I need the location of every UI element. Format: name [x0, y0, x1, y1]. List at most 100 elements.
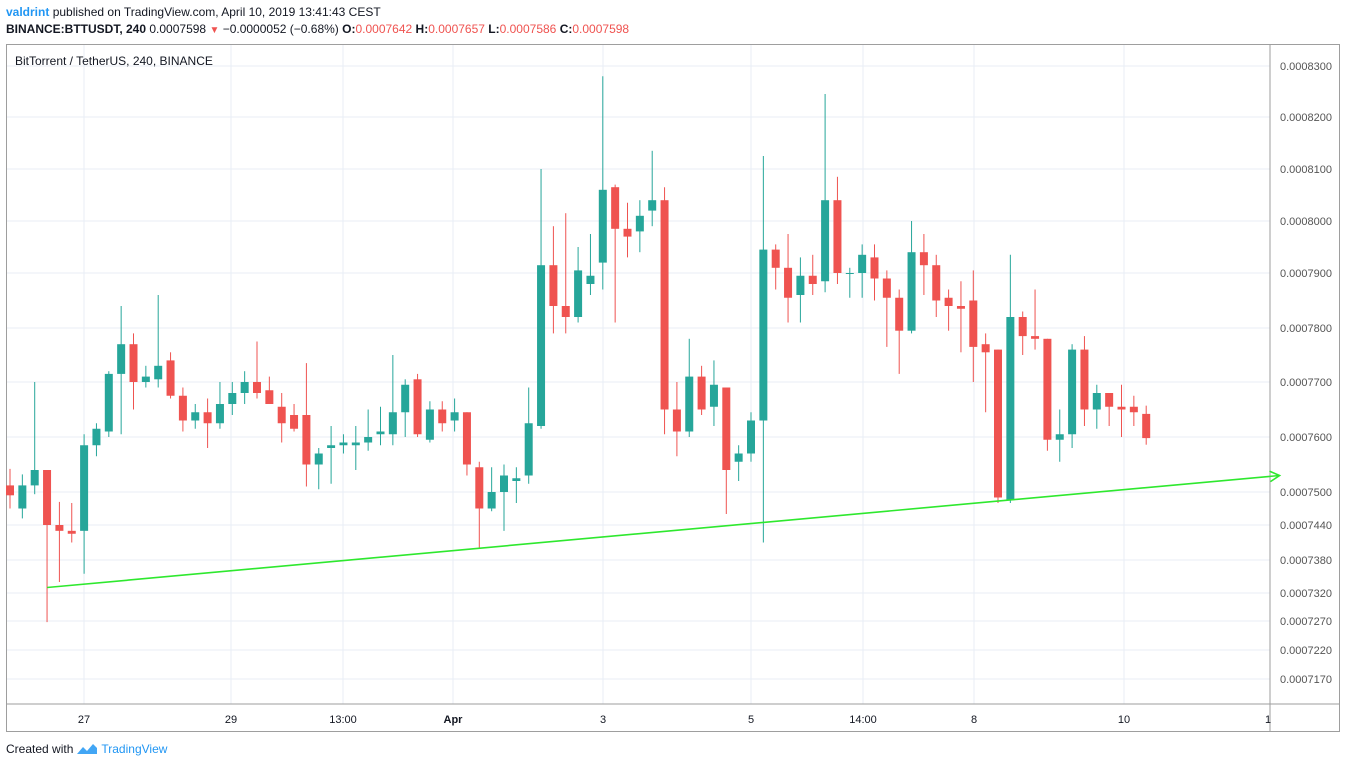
candle-body: [858, 254, 867, 273]
candle-body: [6, 485, 14, 496]
price-tick-label: 0.0007220: [1280, 645, 1332, 657]
candle-body: [450, 412, 459, 421]
low-value: 0.0007586: [499, 22, 557, 36]
candle-body: [18, 485, 27, 509]
ohlc-header: BINANCE:BTTUSDT, 240 0.0007598 ▼ −0.0000…: [6, 22, 629, 36]
chart-frame[interactable]: [6, 44, 1340, 732]
candle: [104, 371, 113, 437]
candle-body: [117, 344, 126, 374]
candle: [919, 234, 928, 295]
candle-body: [1092, 393, 1101, 410]
candle: [166, 352, 175, 399]
candle-body: [1031, 336, 1040, 339]
candle: [1129, 395, 1138, 426]
footer: Created with TradingView: [6, 742, 167, 756]
candle-body: [956, 306, 965, 309]
low-label: L:: [488, 22, 500, 36]
candle-body: [895, 297, 904, 331]
candle-body: [759, 249, 768, 421]
price-tick-label: 0.0007440: [1280, 520, 1332, 532]
candle-body: [784, 267, 793, 298]
candle: [685, 338, 694, 437]
candle-body: [67, 530, 76, 534]
candle: [1018, 311, 1027, 355]
last-price: 0.0007598: [149, 22, 207, 36]
candle-body: [907, 252, 916, 331]
tradingview-brand[interactable]: TradingView: [101, 742, 168, 756]
trendline[interactable]: [46, 470, 1282, 589]
candle: [833, 176, 842, 284]
time-tick-label: 8: [971, 714, 977, 726]
candle-body: [870, 257, 879, 279]
candle: [500, 464, 508, 531]
candle-body: [277, 406, 286, 424]
candle: [154, 295, 163, 388]
candle: [808, 254, 817, 295]
candle-body: [598, 189, 607, 263]
price-tick-label: 0.0008000: [1280, 216, 1332, 228]
candle-body: [623, 228, 632, 237]
candle-body: [932, 265, 941, 301]
price-tick-label: 0.0007380: [1280, 555, 1332, 567]
candle: [129, 333, 138, 410]
candle: [994, 349, 1002, 503]
candle: [450, 398, 459, 432]
candle: [228, 382, 237, 415]
candle-body: [327, 445, 336, 448]
candle: [413, 373, 422, 437]
candle-body: [240, 382, 249, 393]
close-value: 0.0007598: [572, 22, 630, 36]
candle-body: [265, 390, 274, 404]
candle: [339, 434, 348, 454]
candle: [821, 94, 830, 293]
candle: [697, 365, 706, 415]
candle: [956, 281, 965, 353]
candle: [1117, 384, 1126, 437]
candle-body: [845, 273, 854, 274]
candle-body: [141, 376, 150, 382]
candle: [1105, 393, 1114, 426]
candle-body: [43, 470, 52, 525]
candle-body: [364, 437, 373, 443]
time-tick-label: Apr: [444, 714, 464, 726]
trendline-arrowhead: [1269, 470, 1282, 483]
candle: [771, 244, 780, 290]
price-tick-label: 0.0007700: [1280, 377, 1332, 389]
candle-body: [228, 393, 237, 404]
candle: [586, 234, 595, 295]
candle: [43, 470, 52, 623]
candle: [67, 503, 76, 543]
candle: [178, 387, 187, 432]
candle: [314, 448, 323, 490]
candle-body: [1080, 349, 1089, 410]
candle: [648, 150, 657, 227]
candle: [55, 501, 64, 582]
time-tick-label: 29: [225, 714, 237, 726]
candle-body: [1043, 338, 1052, 440]
candle: [92, 423, 101, 457]
author-link[interactable]: valdrint: [6, 5, 50, 19]
candle: [1080, 336, 1089, 426]
candle-body: [635, 215, 644, 232]
candle-body: [709, 384, 718, 407]
candle: [969, 270, 978, 382]
candle: [734, 445, 743, 481]
grid: [7, 45, 1270, 704]
candle-body: [203, 412, 212, 424]
price-axis[interactable]: 0.0008300 0.0008200 0.0008100 0.0008000 0.00…: [1280, 61, 1332, 686]
candle-body: [178, 395, 187, 421]
candle: [6, 468, 14, 509]
down-triangle-icon: ▼: [209, 25, 220, 36]
candle: [672, 382, 681, 457]
candle-body: [290, 415, 299, 429]
candle-body: [500, 475, 508, 492]
candle-body: [166, 360, 175, 396]
candle: [882, 270, 891, 347]
price-tick-label: 0.0007270: [1280, 616, 1332, 628]
time-axis[interactable]: 27 29 13:00 Apr 3 5 14:00 8 10 1: [78, 714, 1271, 726]
candle: [351, 426, 360, 470]
time-tick-label: 13:00: [329, 714, 357, 726]
candle-body: [1018, 317, 1027, 337]
candle: [388, 355, 397, 446]
